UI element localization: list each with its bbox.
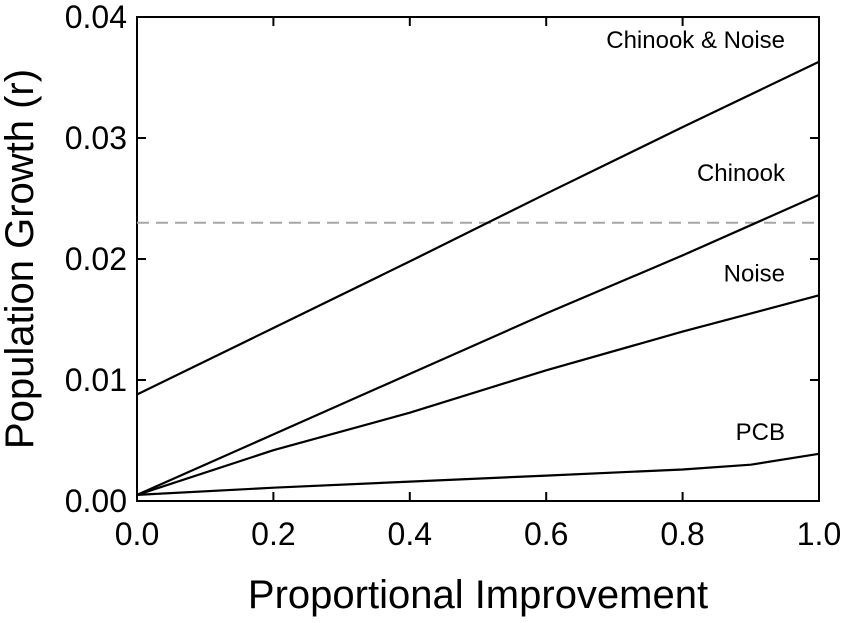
series-line-chinook bbox=[136, 193, 820, 496]
y-tick-label: 0.02 bbox=[65, 241, 127, 277]
y-tick-label: 0.01 bbox=[65, 362, 127, 398]
series-label-chinook: Chinook bbox=[697, 160, 786, 187]
y-axis-title: Population Growth (r) bbox=[0, 69, 42, 449]
series-line-chinook-noise bbox=[136, 60, 820, 396]
series-label-chinook-noise: Chinook & Noise bbox=[606, 27, 785, 54]
y-tick-label: 0.04 bbox=[65, 0, 127, 35]
series-line-noise bbox=[136, 294, 820, 496]
x-tick-label: 0.6 bbox=[524, 516, 568, 552]
series-label-pcb: PCB bbox=[736, 419, 785, 446]
series-label-noise: Noise bbox=[724, 260, 785, 287]
x-tick-label: 1.0 bbox=[797, 516, 841, 552]
series-line-pcb bbox=[136, 452, 820, 496]
x-tick-label: 0.0 bbox=[115, 516, 159, 552]
x-tick-label: 0.2 bbox=[251, 516, 295, 552]
y-tick-label: 0.00 bbox=[65, 483, 127, 519]
y-tick-label: 0.03 bbox=[65, 120, 127, 156]
x-tick-label: 0.4 bbox=[388, 516, 432, 552]
plot-frame bbox=[136, 16, 820, 502]
x-tick-label: 0.8 bbox=[660, 516, 704, 552]
x-axis-title: Proportional Improvement bbox=[248, 573, 708, 617]
